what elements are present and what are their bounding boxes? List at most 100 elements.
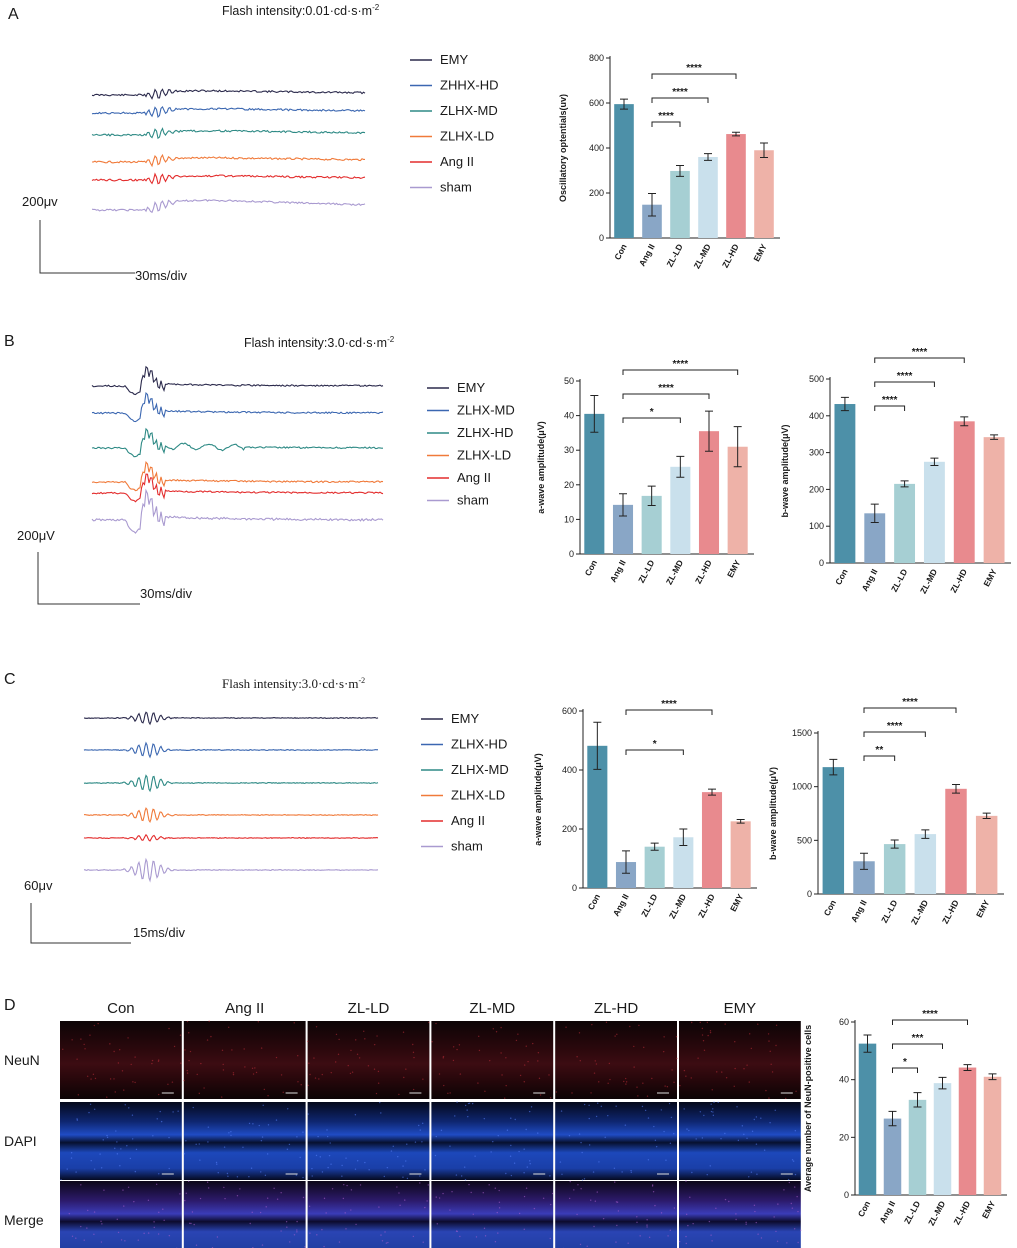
cell-speck bbox=[523, 1195, 526, 1198]
erg-trace-5 bbox=[91, 172, 366, 185]
cell-speck bbox=[442, 1055, 445, 1058]
cell-speck bbox=[517, 1033, 519, 1035]
bar-zl-ld bbox=[670, 170, 690, 238]
error-bar bbox=[622, 850, 630, 874]
bar-emy bbox=[983, 1076, 1002, 1195]
erg-traces-c bbox=[83, 711, 379, 883]
error-bar bbox=[938, 1076, 947, 1090]
scale-time-b: 30ms/div bbox=[140, 586, 193, 601]
cell-speck bbox=[183, 1079, 185, 1082]
significance-label: **** bbox=[897, 371, 913, 382]
cell-speck bbox=[787, 1178, 790, 1181]
legend-label: Ang II bbox=[457, 470, 491, 485]
cell-speck bbox=[494, 1187, 496, 1189]
cell-speck bbox=[712, 1111, 714, 1113]
cell-speck bbox=[397, 1155, 399, 1158]
bar-zl-hd bbox=[945, 788, 967, 894]
significance-bracket bbox=[863, 731, 926, 737]
cell-speck bbox=[215, 1161, 218, 1164]
cell-speck bbox=[260, 1047, 263, 1049]
cell-speck bbox=[642, 1082, 644, 1084]
cell-speck bbox=[103, 1189, 105, 1191]
cell-speck bbox=[83, 1239, 85, 1241]
cell-speck bbox=[134, 1170, 137, 1173]
cell-speck bbox=[220, 1096, 223, 1098]
cell-speck bbox=[800, 1229, 802, 1232]
cell-speck bbox=[760, 1117, 762, 1119]
cell-speck bbox=[797, 1210, 799, 1213]
erg-trace-6 bbox=[91, 199, 366, 214]
cell-speck bbox=[106, 1096, 108, 1098]
bar-zl-md bbox=[914, 834, 937, 894]
cell-speck bbox=[198, 1092, 201, 1095]
cell-speck bbox=[167, 1083, 169, 1085]
cell-speck bbox=[282, 1091, 284, 1094]
cell-speck bbox=[121, 1070, 124, 1072]
erg-trace-3 bbox=[83, 774, 379, 793]
micrograph-image bbox=[431, 1021, 554, 1099]
bar-zl-hd bbox=[698, 431, 720, 554]
cell-speck bbox=[662, 1050, 665, 1053]
erg-trace-3 bbox=[91, 127, 366, 140]
cell-speck bbox=[518, 1212, 521, 1215]
cell-speck bbox=[583, 1103, 586, 1106]
cell-speck bbox=[308, 1062, 310, 1064]
cell-speck bbox=[367, 1065, 370, 1067]
cell-speck bbox=[424, 1169, 426, 1171]
cell-speck bbox=[513, 1162, 516, 1164]
cell-speck bbox=[307, 1040, 309, 1043]
cell-speck bbox=[435, 1135, 437, 1138]
cell-speck bbox=[87, 1209, 89, 1212]
cell-speck bbox=[751, 1130, 754, 1133]
cell-speck bbox=[230, 1134, 232, 1137]
cell-speck bbox=[734, 1067, 736, 1070]
cell-speck bbox=[342, 1197, 345, 1200]
cell-speck bbox=[428, 1021, 430, 1024]
cell-speck bbox=[295, 1174, 298, 1176]
cell-speck bbox=[424, 1206, 426, 1209]
y-tick-label: 50 bbox=[564, 376, 574, 386]
erg-trace-1 bbox=[91, 88, 366, 100]
x-tick-label: Ang II bbox=[608, 558, 628, 584]
cell-speck bbox=[231, 1049, 233, 1051]
error-bar bbox=[760, 142, 768, 158]
cell-speck bbox=[224, 1197, 226, 1200]
cell-speck bbox=[344, 1212, 346, 1214]
cell-speck bbox=[443, 1084, 445, 1087]
cell-speck bbox=[346, 1184, 348, 1187]
y-axis-label: Average number of NeuN-positive cells bbox=[803, 1025, 813, 1192]
cell-speck bbox=[624, 1124, 627, 1126]
cell-speck bbox=[725, 1077, 728, 1079]
cell-speck bbox=[763, 1149, 766, 1151]
cell-speck bbox=[325, 1212, 327, 1214]
cell-speck bbox=[495, 1031, 498, 1033]
cell-speck bbox=[315, 1026, 318, 1028]
error-bar bbox=[708, 788, 716, 796]
cell-speck bbox=[356, 1160, 359, 1162]
cell-speck bbox=[464, 1104, 467, 1107]
significance-label: **** bbox=[882, 395, 898, 406]
micrograph-column-label: Con bbox=[107, 1000, 135, 1017]
cell-speck bbox=[505, 1057, 507, 1059]
cell-speck bbox=[646, 1224, 648, 1226]
cell-speck bbox=[717, 1101, 719, 1104]
micrograph-image bbox=[431, 1102, 554, 1180]
legend-label: ZLHX-HD bbox=[451, 737, 507, 752]
error-bar bbox=[930, 457, 939, 466]
significance-label: * bbox=[650, 407, 654, 418]
cell-speck bbox=[636, 1221, 638, 1224]
significance-label: **** bbox=[887, 721, 903, 732]
cell-speck bbox=[685, 1075, 687, 1077]
cell-speck bbox=[549, 1237, 551, 1240]
cell-speck bbox=[412, 1088, 415, 1091]
error-bar bbox=[679, 828, 688, 847]
cell-speck bbox=[273, 1187, 275, 1190]
cell-speck bbox=[715, 1207, 717, 1210]
cell-speck bbox=[790, 1202, 792, 1205]
cell-speck bbox=[518, 1150, 520, 1153]
scale-bar-b bbox=[37, 552, 140, 605]
cell-speck bbox=[651, 1184, 654, 1186]
cell-speck bbox=[285, 1220, 288, 1223]
cell-speck bbox=[588, 1117, 590, 1120]
cell-speck bbox=[383, 1175, 385, 1178]
